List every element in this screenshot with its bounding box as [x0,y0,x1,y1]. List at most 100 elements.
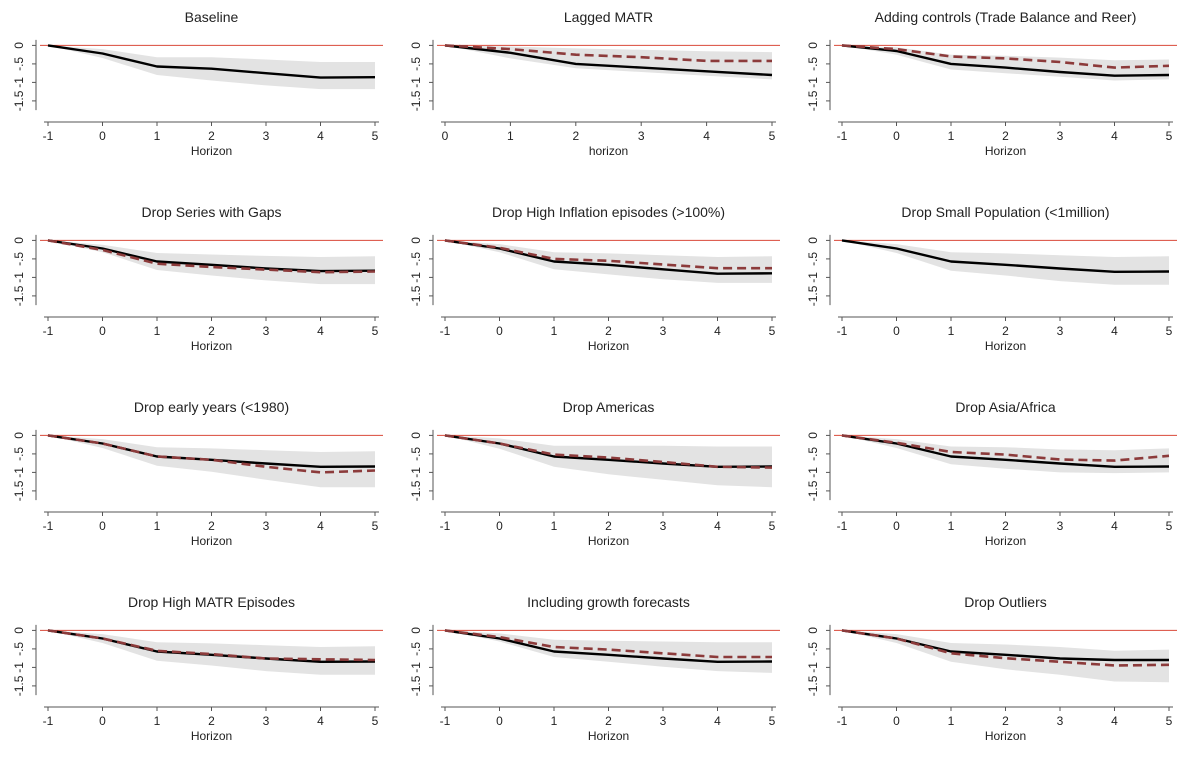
y-tick-label: -.5 [12,252,26,266]
y-tick-label: -1.5 [806,90,820,111]
chart-svg: Drop High Inflation episodes (>100%) 0 -.5… [409,204,780,353]
x-tick-label: 5 [769,129,776,143]
y-tick-label: -.5 [12,642,26,656]
chart-title: Drop Series with Gaps [141,204,281,220]
x-tick-label: 0 [893,714,900,728]
x-tick-label: 4 [714,324,721,338]
chart-title: Baseline [185,9,239,25]
series-line-solid [47,434,376,469]
x-tick-label: 4 [703,129,710,143]
confidence-band [842,630,1169,683]
chart-svg: Drop Series with Gaps 0 -.5 -1 -1.5 -1 0 1 2 3 4 5 H… [12,204,383,353]
chart-title: Drop Asia/Africa [955,399,1056,415]
x-tick-label: 5 [769,714,776,728]
x-tick-label: 1 [551,324,558,338]
y-tick-label: -1 [12,272,26,283]
x-tick-label: 5 [1166,129,1173,143]
confidence-band [445,630,772,673]
y-tick-label: -1.5 [12,285,26,306]
chart-panel: Drop High MATR Episodes 0 -.5 -1 -1.5 -1 0 1 2 3 4… [0,585,397,780]
x-tick-label: -1 [440,324,451,338]
x-tick-label: 4 [714,714,721,728]
confidence-band [48,435,375,488]
x-tick-label: 5 [1166,714,1173,728]
x-tick-label: 4 [317,129,324,143]
chart-svg: Including growth forecasts 0 -.5 -1 -1.5 -1 0 1… [409,594,780,743]
x-tick-label: 4 [1111,129,1118,143]
confidence-band [842,435,1169,474]
x-tick-label: 0 [99,519,106,533]
x-tick-label: 3 [263,519,270,533]
chart-panel: Drop Americas 0 -.5 -1 -1.5 -1 0 1 2 3 4 5 Horizon [397,390,794,585]
confidence-band [48,630,375,675]
x-tick-label: 5 [769,519,776,533]
y-tick-label: 0 [806,627,820,634]
x-axis-label: Horizon [588,534,629,548]
series-line-solid [841,239,1170,274]
x-axis-label: Horizon [985,534,1026,548]
y-tick-label: -1 [806,272,820,283]
x-tick-label: 4 [1111,324,1118,338]
y-tick-label: -.5 [409,252,423,266]
x-tick-label: 0 [496,519,503,533]
x-tick-label: -1 [440,519,451,533]
x-tick-label: 4 [1111,519,1118,533]
y-tick-label: 0 [409,432,423,439]
series-line-solid [444,44,773,77]
confidence-band [842,45,1169,81]
x-tick-label: 1 [551,519,558,533]
x-tick-label: 3 [1057,714,1064,728]
x-tick-label: 5 [769,324,776,338]
y-tick-label: 0 [409,237,423,244]
series-line-solid [444,239,773,275]
x-tick-label: 3 [263,129,270,143]
x-tick-label: 1 [154,324,161,338]
series-line-solid [841,434,1170,469]
series-line-dashed [444,44,772,63]
chart-title: Drop early years (<1980) [134,399,289,415]
y-tick-label: 0 [806,42,820,49]
x-tick-label: 1 [948,129,955,143]
chart-title: Lagged MATR [564,9,653,25]
chart-panel: Adding controls (Trade Balance and Reer)… [794,0,1191,195]
series-line-solid [841,44,1170,77]
x-tick-label: 3 [263,324,270,338]
y-tick-label: -.5 [409,447,423,461]
y-tick-label: 0 [12,237,26,244]
x-tick-label: 1 [154,519,161,533]
confidence-band [445,435,772,488]
x-tick-label: 3 [1057,324,1064,338]
chart-title: Drop Americas [563,399,655,415]
x-tick-label: 1 [948,324,955,338]
x-tick-label: 3 [638,129,645,143]
chart-svg: Drop Outliers 0 -.5 -1 -1.5 -1 0 1 2 3 4 5 Horizon [806,594,1177,743]
x-tick-label: 3 [1057,129,1064,143]
x-tick-label: -1 [43,714,54,728]
chart-panel: Drop Outliers 0 -.5 -1 -1.5 -1 0 1 2 3 4 5 Horizon [794,585,1191,780]
y-tick-label: -.5 [12,447,26,461]
x-tick-label: 5 [372,519,379,533]
y-tick-label: 0 [12,432,26,439]
x-tick-label: 2 [572,129,579,143]
y-tick-label: -1 [12,662,26,673]
x-tick-label: 4 [317,714,324,728]
y-tick-label: -1 [409,272,423,283]
y-tick-label: -.5 [806,252,820,266]
chart-svg: Drop Asia/Africa 0 -.5 -1 -1.5 -1 0 1 2 3 4 5 Horizo… [806,399,1177,548]
y-tick-label: -.5 [806,447,820,461]
y-tick-label: -1 [12,77,26,88]
chart-panel: Drop Asia/Africa 0 -.5 -1 -1.5 -1 0 1 2 3 4 5 Horizo… [794,390,1191,585]
y-tick-label: -1.5 [409,675,423,696]
x-axis-label: Horizon [191,729,232,743]
y-tick-label: 0 [806,237,820,244]
y-tick-label: -.5 [409,642,423,656]
x-tick-label: 1 [551,714,558,728]
x-tick-label: 5 [1166,519,1173,533]
x-tick-label: 3 [660,714,667,728]
x-tick-label: 0 [496,324,503,338]
chart-panel: Drop High Inflation episodes (>100%) 0 -.5… [397,195,794,390]
x-axis-label: Horizon [191,339,232,353]
x-tick-label: 1 [154,714,161,728]
series-line-solid [47,629,376,664]
x-axis-label: Horizon [588,729,629,743]
